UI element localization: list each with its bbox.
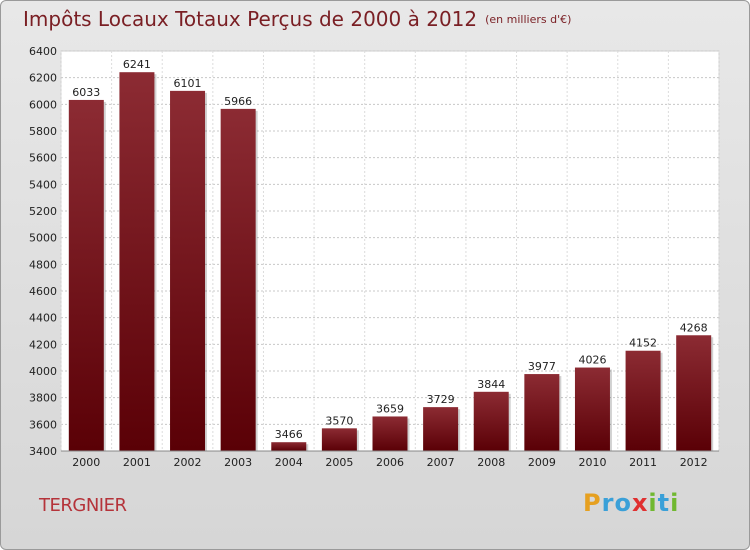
x-tick-label: 2002	[174, 456, 202, 469]
y-tick-label: 5800	[29, 125, 57, 138]
logo-letter: i	[670, 489, 680, 517]
data-label: 4152	[629, 337, 657, 350]
bar	[119, 72, 155, 451]
data-label: 6033	[72, 86, 100, 99]
x-tick-label: 2001	[123, 456, 151, 469]
y-tick-label: 4600	[29, 285, 57, 298]
logo-letter: o	[614, 489, 632, 517]
logo-letter: P	[583, 489, 602, 517]
y-tick-label: 3600	[29, 418, 57, 431]
y-tick-label: 4800	[29, 258, 57, 271]
y-tick-label: 4200	[29, 338, 57, 351]
x-tick-label: 2008	[477, 456, 505, 469]
y-tick-label: 5600	[29, 152, 57, 165]
bar	[68, 99, 104, 451]
y-tick-label: 6200	[29, 72, 57, 85]
y-tick-label: 5000	[29, 232, 57, 245]
x-tick-label: 2003	[224, 456, 252, 469]
y-tick-label: 4000	[29, 365, 57, 378]
x-tick-label: 2009	[528, 456, 556, 469]
data-label: 3844	[477, 378, 505, 391]
chart-title: Impôts Locaux Totaux Perçus de 2000 à 20…	[23, 7, 571, 31]
y-tick-label: 3400	[29, 445, 57, 458]
data-label: 3977	[528, 360, 556, 373]
bar	[676, 335, 712, 451]
data-label: 3466	[275, 428, 303, 441]
proxiti-logo: Proxiti	[583, 489, 679, 517]
bar	[625, 350, 661, 451]
data-label: 4268	[680, 321, 708, 334]
logo-letter: x	[631, 489, 649, 517]
bar	[321, 428, 357, 451]
bar	[574, 367, 610, 451]
y-tick-label: 5400	[29, 178, 57, 191]
data-label: 3570	[325, 414, 353, 427]
x-tick-label: 2012	[680, 456, 708, 469]
data-label: 6101	[174, 77, 202, 90]
x-tick-label: 2010	[578, 456, 606, 469]
data-label: 5966	[224, 95, 252, 108]
logo-letter: r	[601, 489, 615, 517]
town-name: TERGNIER	[39, 495, 127, 516]
bar	[423, 407, 459, 451]
x-tick-label: 2011	[629, 456, 657, 469]
bar	[524, 374, 560, 451]
bar	[271, 442, 307, 451]
x-tick-label: 2005	[325, 456, 353, 469]
y-tick-label: 6000	[29, 98, 57, 111]
data-label: 3659	[376, 402, 404, 415]
bar	[473, 391, 509, 451]
data-label: 4026	[578, 354, 606, 367]
plot-area	[60, 50, 720, 452]
bar	[170, 90, 206, 451]
data-label: 6241	[123, 58, 151, 71]
x-tick-label: 2006	[376, 456, 404, 469]
chart-title-text: Impôts Locaux Totaux Perçus de 2000 à 20…	[23, 7, 478, 31]
x-tick-label: 2000	[72, 456, 100, 469]
y-tick-label: 4400	[29, 312, 57, 325]
x-tick-label: 2004	[275, 456, 303, 469]
y-tick-label: 6400	[29, 45, 57, 58]
y-tick-label: 5200	[29, 205, 57, 218]
logo-letter: i	[648, 489, 658, 517]
logo-letter: t	[657, 489, 671, 517]
y-tick-label: 3800	[29, 392, 57, 405]
x-tick-label: 2007	[427, 456, 455, 469]
bar	[372, 416, 408, 451]
bar	[220, 108, 256, 451]
chart-unit-label: (en milliers d'€)	[485, 13, 572, 26]
data-label: 3729	[427, 393, 455, 406]
